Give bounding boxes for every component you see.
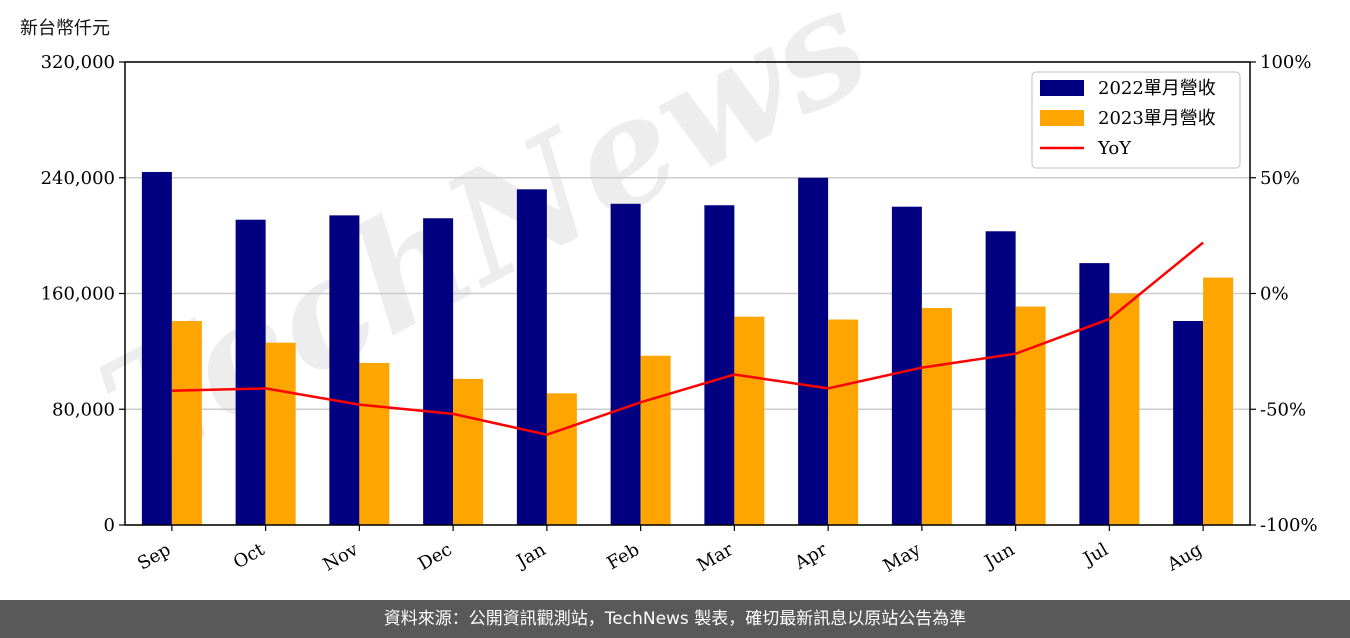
yoy-line-group <box>171 241 1204 437</box>
bar-2022 <box>985 231 1016 526</box>
x-tick-label: Mar <box>694 539 738 576</box>
bar-2023 <box>359 362 390 525</box>
legend-swatch <box>1040 80 1084 96</box>
x-tick-label: Aug <box>1163 539 1206 576</box>
x-tick-label: Jul <box>1078 539 1112 571</box>
legend-label: 2022單月營收 <box>1098 78 1216 99</box>
bar-2022 <box>704 205 735 525</box>
y-axis-unit-label: 新台幣仟元 <box>20 18 110 39</box>
bar-2023 <box>640 355 671 525</box>
x-tick-label: Apr <box>791 539 831 574</box>
x-tick-label: May <box>880 539 925 577</box>
y-left-tick-label: 160,000 <box>41 284 115 305</box>
bar-2022 <box>1173 320 1204 525</box>
x-tick-label: Dec <box>415 539 456 575</box>
bar-2022 <box>141 171 172 525</box>
y-right-tick-label: 100% <box>1260 52 1311 73</box>
bar-2022 <box>235 219 266 525</box>
x-tick-label: Feb <box>603 539 643 574</box>
source-footer: 資料來源：公開資訊觀測站，TechNews 製表，確切最新訊息以原站公告為準 <box>0 600 1350 638</box>
y-right-tick-label: -50% <box>1260 399 1306 420</box>
bar-2022 <box>516 189 547 525</box>
bars <box>141 171 1234 526</box>
yoy-line <box>171 241 1204 437</box>
y-right-tick-label: 0% <box>1260 284 1289 305</box>
bar-2023 <box>1203 277 1234 525</box>
x-tick-label: Sep <box>134 539 174 574</box>
x-tick-label: Jun <box>980 539 1019 574</box>
legend-label: YoY <box>1097 138 1132 159</box>
y-left-tick-label: 80,000 <box>52 399 115 420</box>
bar-2023 <box>1109 293 1140 525</box>
bar-2023 <box>453 378 484 525</box>
bar-2023 <box>921 307 952 525</box>
x-tick-label: Jan <box>512 539 550 573</box>
revenue-chart: TechNews 080,000160,000240,000320,000-10… <box>41 0 1318 577</box>
bar-2022 <box>891 206 922 525</box>
y-left-tick-label: 240,000 <box>41 168 115 189</box>
legend-swatch <box>1040 110 1084 126</box>
y-right-tick-label: -100% <box>1260 515 1318 536</box>
legend: 2022單月營收 2023單月營收 YoY <box>1031 71 1241 169</box>
x-tick-label: Oct <box>230 539 269 574</box>
bar-2023 <box>546 393 577 525</box>
y-left-tick-label: 320,000 <box>41 52 115 73</box>
y-left-tick-label: 0 <box>104 515 115 536</box>
bar-2022 <box>329 215 360 525</box>
bar-2023 <box>265 342 296 525</box>
bar-2023 <box>828 319 859 525</box>
y-right-tick-label: 50% <box>1260 168 1300 189</box>
bar-2023 <box>171 320 202 525</box>
legend-label: 2023單月營收 <box>1098 108 1216 129</box>
bar-2022 <box>423 218 454 525</box>
bar-2023 <box>734 316 765 525</box>
bar-2023 <box>1015 306 1046 525</box>
bar-2022 <box>1079 263 1110 525</box>
bar-2022 <box>798 177 829 525</box>
bar-2022 <box>610 203 641 525</box>
x-tick-label: Nov <box>320 539 363 576</box>
